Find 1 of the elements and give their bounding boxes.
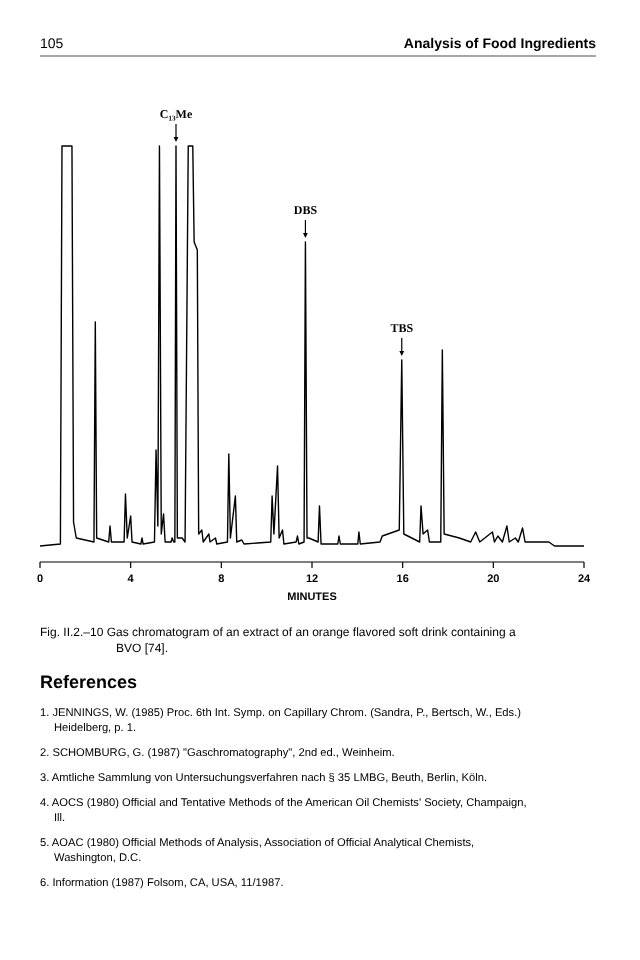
text: References <box>40 672 138 692</box>
